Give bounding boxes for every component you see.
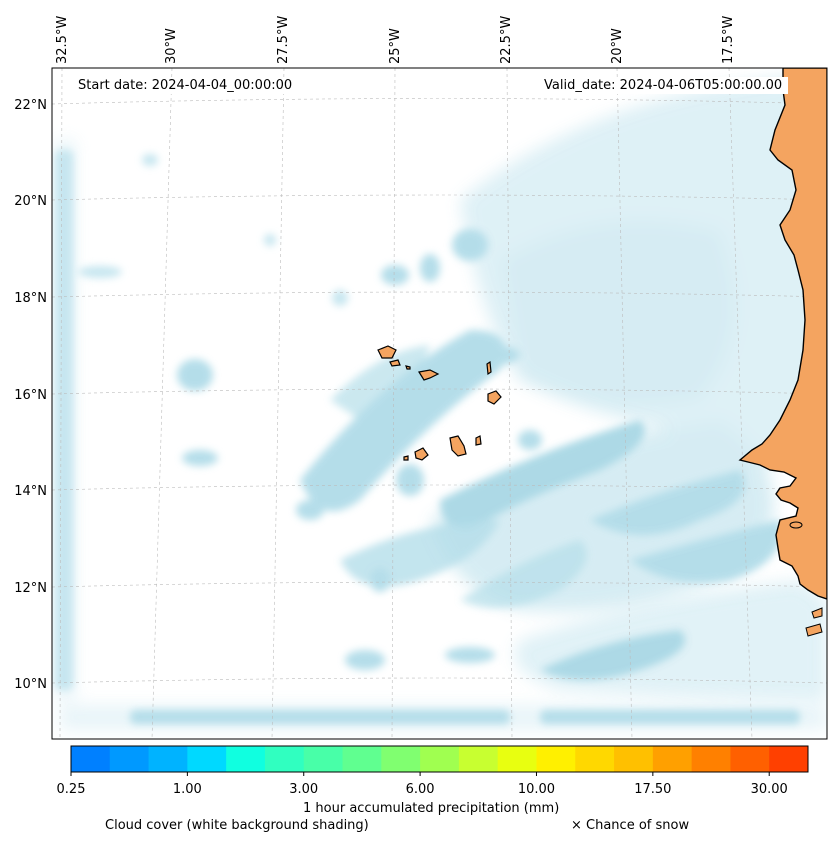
colorbar-segment	[497, 746, 537, 772]
colorbar-segment	[536, 746, 576, 772]
colorbar-segment	[691, 746, 731, 772]
latitude-label: 20°N	[14, 194, 47, 209]
longitude-label: 20°W	[610, 28, 625, 64]
colorbar-segment	[264, 746, 305, 772]
island-santo-antao	[377, 345, 397, 359]
colorbar-tick-label: 1.00	[172, 782, 202, 797]
cape-verde-islands	[377, 345, 502, 461]
colorbar-segment	[109, 746, 150, 772]
latitude-label: 18°N	[14, 291, 47, 306]
colorbar-segment	[769, 746, 809, 772]
graticule	[52, 68, 827, 739]
longitude-label: 25°W	[388, 28, 403, 64]
latitude-label: 16°N	[14, 388, 47, 403]
colorbar-segment	[381, 746, 421, 772]
colorbar-segment	[187, 746, 227, 772]
colorbar-segment	[575, 746, 615, 772]
island-sao-vicente	[389, 359, 401, 367]
longitude-label: 30°W	[164, 28, 179, 64]
colorbar-tick-label: 30.00	[750, 782, 788, 797]
island-sal	[486, 360, 492, 376]
africa-coastline	[738, 68, 827, 600]
colorbar-tick-label: 0.25	[56, 782, 86, 797]
colorbar-tick-label: 10.00	[517, 782, 556, 797]
latitude-label: 22°N	[14, 98, 47, 113]
snow-caption: × Chance of snow	[571, 818, 690, 833]
bijagos-islet	[811, 607, 823, 619]
longitude-label: 27.5°W	[276, 15, 291, 64]
longitude-label: 32.5°W	[55, 15, 70, 64]
latitude-label: 10°N	[14, 677, 47, 692]
island-boa-vista	[487, 390, 502, 405]
colorbar-label: 1 hour accumulated precipitation (mm)	[303, 801, 560, 816]
map-area	[52, 68, 827, 739]
island-maio	[475, 435, 482, 446]
longitude-label: 17.5°W	[721, 15, 736, 64]
island-fogo	[414, 447, 429, 461]
latitude-label: 12°N	[14, 581, 47, 596]
coast-islet	[789, 521, 803, 529]
valid-date-label: Valid_date: 2024-04-06T05:00:00.00	[538, 77, 789, 94]
latitude-label: 14°N	[14, 484, 47, 499]
colorbar-segment	[614, 746, 654, 772]
map-frame	[51, 67, 828, 740]
island-sao-nicolau	[418, 369, 440, 381]
colorbar-segment	[226, 746, 266, 772]
island-brava	[403, 455, 409, 461]
start-date-label: Start date: 2024-04-04_00:00:00	[72, 77, 299, 94]
colorbar-segment	[148, 746, 188, 772]
cloud-cover-caption: Cloud cover (white background shading)	[105, 818, 369, 833]
colorbar-segment	[730, 746, 770, 772]
colorbar-segment	[420, 746, 460, 772]
colorbar-segment	[342, 746, 382, 772]
island-santa-luzia	[405, 365, 411, 370]
colorbar-segment	[458, 746, 499, 772]
longitude-label: 22.5°W	[499, 15, 514, 64]
colorbar-tick-label: 17.50	[634, 782, 672, 797]
colorbar-segment	[303, 746, 344, 772]
island-santiago	[449, 435, 467, 457]
cloud-cover-layer	[55, 70, 827, 730]
precipitation-colorbar	[70, 745, 809, 776]
colorbar-tick-label: 6.00	[405, 782, 435, 797]
colorbar-tick-label: 3.00	[289, 782, 319, 797]
colorbar-segment	[652, 746, 693, 772]
colorbar-segment	[71, 746, 111, 772]
bijagos-islands	[805, 623, 823, 637]
colorbar-frame	[70, 745, 809, 773]
